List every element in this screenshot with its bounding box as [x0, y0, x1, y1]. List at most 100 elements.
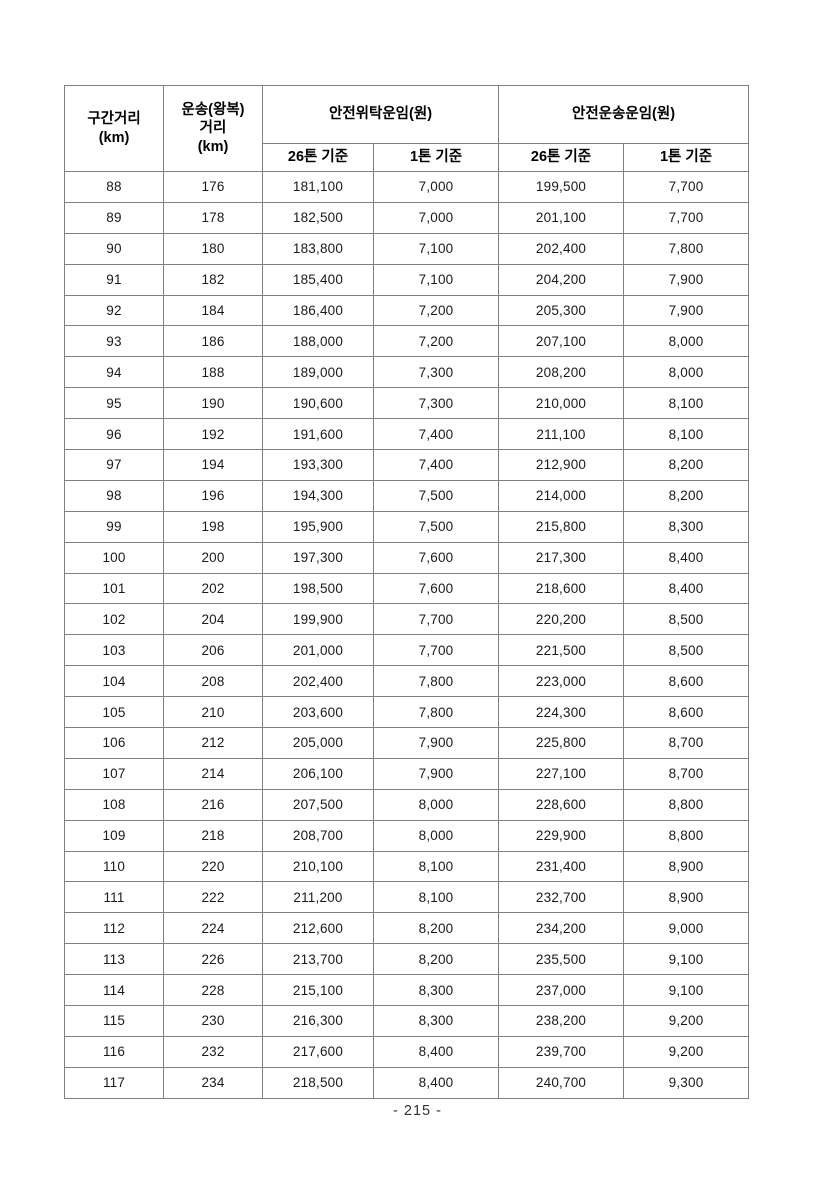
cell-transport-26ton: 202,400	[498, 232, 625, 265]
cell-entrusted-1ton: 7,100	[372, 232, 500, 265]
table-row: 93 186 188,000 7,200 207,100 8,000	[64, 325, 750, 358]
cell-transport-1ton: 7,700	[623, 201, 750, 234]
table-header: 구간거리 (km) 운송(왕복) 거리 (km) 안전위탁운임(원) 안전운송운…	[64, 85, 750, 172]
cell-entrusted-26ton: 205,000	[262, 727, 374, 759]
cell-roundtrip-distance: 198	[163, 510, 263, 543]
cell-section-distance: 113	[64, 943, 164, 976]
cell-entrusted-26ton: 182,500	[262, 201, 374, 234]
table-row: 115 230 216,300 8,300 238,200 9,200	[64, 1005, 750, 1037]
cell-entrusted-1ton: 7,200	[372, 325, 500, 358]
cell-roundtrip-distance: 192	[163, 418, 263, 451]
cell-transport-1ton: 9,100	[623, 974, 750, 1007]
cell-roundtrip-distance: 206	[163, 634, 263, 667]
cell-transport-1ton: 9,200	[623, 1005, 750, 1037]
cell-roundtrip-distance: 190	[163, 387, 263, 420]
cell-entrusted-1ton: 7,400	[372, 418, 500, 451]
cell-entrusted-26ton: 211,200	[262, 881, 374, 914]
cell-roundtrip-distance: 208	[163, 665, 263, 698]
table-row: 100 200 197,300 7,600 217,300 8,400	[64, 541, 750, 574]
header-section-distance: 구간거리 (km)	[64, 85, 164, 172]
cell-roundtrip-distance: 232	[163, 1035, 263, 1068]
cell-transport-26ton: 231,400	[498, 850, 625, 883]
cell-section-distance: 96	[64, 418, 164, 451]
cell-section-distance: 100	[64, 541, 164, 574]
cell-entrusted-1ton: 7,300	[372, 356, 500, 389]
cell-entrusted-1ton: 8,000	[372, 788, 500, 821]
cell-roundtrip-distance: 214	[163, 757, 263, 790]
cell-roundtrip-distance: 218	[163, 819, 263, 852]
header-row-groups: 구간거리 (km) 운송(왕복) 거리 (km) 안전위탁운임(원) 안전운송운…	[64, 85, 750, 172]
cell-transport-1ton: 8,200	[623, 479, 750, 512]
cell-section-distance: 106	[64, 727, 164, 759]
cell-transport-26ton: 208,200	[498, 356, 625, 389]
cell-roundtrip-distance: 194	[163, 449, 263, 481]
cell-entrusted-26ton: 215,100	[262, 974, 374, 1007]
header-section-distance-line2: (km)	[98, 129, 130, 146]
cell-entrusted-26ton: 183,800	[262, 232, 374, 265]
cell-entrusted-1ton: 7,000	[372, 171, 500, 203]
cell-entrusted-1ton: 7,300	[372, 387, 500, 420]
cell-transport-1ton: 8,200	[623, 449, 750, 481]
header-section-distance-line1: 구간거리	[87, 111, 141, 128]
cell-transport-26ton: 234,200	[498, 912, 625, 945]
cell-entrusted-26ton: 218,500	[262, 1066, 374, 1099]
cell-section-distance: 109	[64, 819, 164, 852]
cell-transport-1ton: 8,400	[623, 541, 750, 574]
table-row: 112 224 212,600 8,200 234,200 9,000	[64, 912, 750, 945]
cell-section-distance: 98	[64, 479, 164, 512]
table-row: 89 178 182,500 7,000 201,100 7,700	[64, 201, 750, 234]
cell-transport-1ton: 8,800	[623, 788, 750, 821]
cell-entrusted-1ton: 8,100	[372, 850, 500, 883]
cell-section-distance: 94	[64, 356, 164, 389]
cell-entrusted-26ton: 197,300	[262, 541, 374, 574]
table-row: 99 198 195,900 7,500 215,800 8,300	[64, 510, 750, 543]
cell-roundtrip-distance: 204	[163, 603, 263, 636]
cell-transport-1ton: 8,700	[623, 757, 750, 790]
cell-entrusted-1ton: 7,600	[372, 572, 500, 605]
cell-entrusted-1ton: 8,000	[372, 819, 500, 852]
cell-transport-26ton: 238,200	[498, 1005, 625, 1037]
table-row: 117 234 218,500 8,400 240,700 9,300	[64, 1066, 750, 1099]
cell-transport-26ton: 240,700	[498, 1066, 625, 1099]
cell-transport-1ton: 9,100	[623, 943, 750, 976]
cell-entrusted-1ton: 7,200	[372, 294, 500, 327]
table-row: 113 226 213,700 8,200 235,500 9,100	[64, 943, 750, 976]
cell-transport-26ton: 218,600	[498, 572, 625, 605]
cell-roundtrip-distance: 200	[163, 541, 263, 574]
cell-section-distance: 101	[64, 572, 164, 605]
cell-transport-26ton: 220,200	[498, 603, 625, 636]
cell-roundtrip-distance: 234	[163, 1066, 263, 1099]
cell-entrusted-1ton: 7,600	[372, 541, 500, 574]
cell-entrusted-1ton: 7,700	[372, 634, 500, 667]
cell-transport-26ton: 212,900	[498, 449, 625, 481]
cell-roundtrip-distance: 202	[163, 572, 263, 605]
cell-entrusted-26ton: 181,100	[262, 171, 374, 203]
cell-section-distance: 114	[64, 974, 164, 1007]
cell-transport-1ton: 7,900	[623, 263, 750, 296]
cell-transport-1ton: 8,500	[623, 603, 750, 636]
cell-section-distance: 92	[64, 294, 164, 327]
cell-roundtrip-distance: 222	[163, 881, 263, 914]
cell-entrusted-1ton: 7,700	[372, 603, 500, 636]
table-row: 102 204 199,900 7,700 220,200 8,500	[64, 603, 750, 636]
cell-transport-26ton: 221,500	[498, 634, 625, 667]
table-row: 107 214 206,100 7,900 227,100 8,700	[64, 757, 750, 790]
cell-roundtrip-distance: 224	[163, 912, 263, 945]
cell-entrusted-1ton: 7,800	[372, 665, 500, 698]
cell-transport-26ton: 228,600	[498, 788, 625, 821]
cell-entrusted-1ton: 8,400	[372, 1066, 500, 1099]
header-roundtrip-distance-line2: 거리	[199, 120, 227, 137]
cell-transport-26ton: 211,100	[498, 418, 625, 451]
cell-entrusted-26ton: 199,900	[262, 603, 374, 636]
cell-entrusted-26ton: 202,400	[262, 665, 374, 698]
cell-section-distance: 93	[64, 325, 164, 358]
cell-entrusted-26ton: 189,000	[262, 356, 374, 389]
cell-transport-1ton: 8,600	[623, 696, 750, 729]
table-row: 98 196 194,300 7,500 214,000 8,200	[64, 479, 750, 512]
cell-transport-26ton: 225,800	[498, 727, 625, 759]
cell-section-distance: 105	[64, 696, 164, 729]
cell-entrusted-26ton: 186,400	[262, 294, 374, 327]
cell-entrusted-26ton: 216,300	[262, 1005, 374, 1037]
table-row: 108 216 207,500 8,000 228,600 8,800	[64, 788, 750, 821]
cell-entrusted-26ton: 194,300	[262, 479, 374, 512]
